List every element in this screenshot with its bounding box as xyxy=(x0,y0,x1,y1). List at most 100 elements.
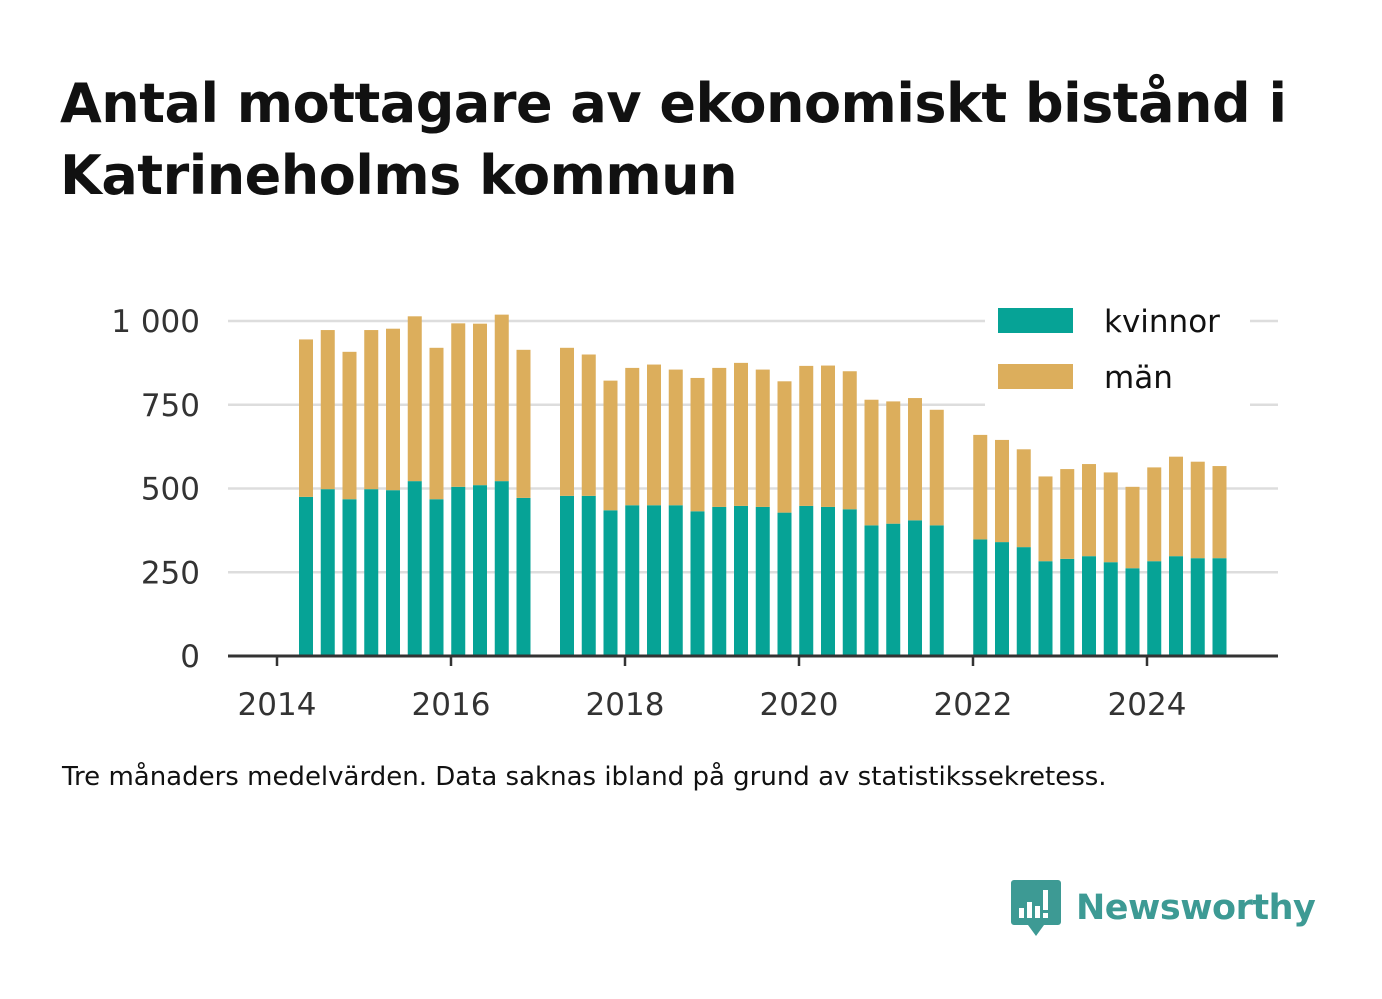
bar-kvinnor xyxy=(995,542,1009,656)
bar-man xyxy=(386,328,400,491)
bar-man xyxy=(1103,472,1118,563)
y-tick-label: 0 xyxy=(180,639,200,675)
bar-man xyxy=(603,380,618,511)
bar-kvinnor xyxy=(625,505,640,656)
bar-man xyxy=(560,347,574,496)
bar-kvinnor xyxy=(1125,568,1140,656)
bar-kvinnor xyxy=(560,495,574,656)
bar-man xyxy=(625,367,640,506)
bar-kvinnor xyxy=(864,525,879,656)
bar-man xyxy=(929,409,944,526)
bar-man xyxy=(1082,464,1096,557)
y-axis-ticks: 0 250 500 750 1 000 xyxy=(111,304,200,675)
x-tick-label: 2020 xyxy=(760,687,839,723)
bar-kvinnor xyxy=(1038,561,1053,656)
y-tick-label: 750 xyxy=(141,388,200,424)
bar-kvinnor xyxy=(1147,561,1162,656)
bar-kvinnor xyxy=(581,495,596,656)
bar-man xyxy=(494,314,509,482)
legend: kvinnor män xyxy=(985,292,1250,406)
y-tick-label: 250 xyxy=(141,555,200,591)
bar-man xyxy=(734,362,748,506)
bar-man xyxy=(320,330,335,490)
legend-label-kvinnor: kvinnor xyxy=(1104,304,1220,340)
bar-kvinnor xyxy=(516,497,531,656)
x-tick-label: 2014 xyxy=(238,687,317,723)
bar-kvinnor xyxy=(908,520,922,656)
bar-man xyxy=(995,439,1009,543)
bar-kvinnor xyxy=(712,506,727,656)
legend-swatch-kvinnor xyxy=(998,308,1073,333)
bar-man xyxy=(451,323,466,487)
bar-man xyxy=(581,354,596,496)
bar-kvinnor xyxy=(690,511,705,656)
bar-kvinnor xyxy=(1016,547,1031,656)
bar-kvinnor xyxy=(929,525,944,656)
y-tick-label: 1 000 xyxy=(111,304,200,340)
x-tick-label: 2022 xyxy=(934,687,1013,723)
bar-kvinnor xyxy=(1169,556,1183,656)
bar-man xyxy=(342,351,357,500)
bar-man xyxy=(647,364,661,506)
chart-title: Antal mottagare av ekonomiskt bistånd i … xyxy=(60,72,1287,207)
bar-kvinnor xyxy=(364,489,379,656)
bar-man xyxy=(1038,476,1053,562)
bars xyxy=(299,314,1227,656)
bar-man xyxy=(755,369,770,507)
bar-man xyxy=(429,347,444,500)
bar-kvinnor xyxy=(320,489,335,656)
bar-man xyxy=(1125,486,1140,569)
bar-kvinnor xyxy=(603,510,618,656)
bar-kvinnor xyxy=(1060,558,1075,656)
bar-kvinnor xyxy=(473,485,487,656)
bar-man xyxy=(668,369,683,506)
footnote: Tre månaders medelvärden. Data saknas ib… xyxy=(62,762,1107,792)
legend-swatch-man xyxy=(998,364,1073,389)
y-tick-label: 500 xyxy=(141,472,200,508)
bar-kvinnor xyxy=(842,509,857,656)
bar-man xyxy=(407,316,422,482)
bar-kvinnor xyxy=(1190,558,1205,656)
bar-kvinnor xyxy=(407,481,422,656)
bar-kvinnor xyxy=(429,499,444,656)
bar-man xyxy=(777,381,792,513)
bar-kvinnor xyxy=(734,505,748,656)
brand-name: Newsworthy xyxy=(1076,888,1316,928)
bar-kvinnor xyxy=(647,505,661,656)
bar-man xyxy=(821,365,835,507)
bar-man xyxy=(1169,456,1183,557)
bar-kvinnor xyxy=(1082,556,1096,656)
bar-man xyxy=(364,330,379,490)
bar-man xyxy=(973,434,988,540)
bar-kvinnor xyxy=(451,486,466,656)
bar-kvinnor xyxy=(821,506,835,656)
bar-man xyxy=(864,399,879,526)
bar-kvinnor xyxy=(1103,562,1118,656)
bar-kvinnor xyxy=(386,490,400,656)
bar-man xyxy=(1060,469,1075,559)
bar-man xyxy=(299,339,313,497)
bar-kvinnor xyxy=(1212,558,1227,656)
newsworthy-logo-icon xyxy=(1011,880,1061,936)
x-tick-label: 2018 xyxy=(586,687,665,723)
bar-kvinnor xyxy=(886,523,901,656)
bar-kvinnor xyxy=(494,481,509,656)
bar-man xyxy=(886,401,901,524)
bar-man xyxy=(690,377,705,512)
bar-kvinnor xyxy=(342,499,357,656)
bar-man xyxy=(516,349,531,498)
legend-label-man: män xyxy=(1104,360,1173,396)
bar-kvinnor xyxy=(299,496,313,656)
x-tick-label: 2016 xyxy=(412,687,491,723)
bar-man xyxy=(1212,466,1227,559)
bar-man xyxy=(1190,461,1205,559)
x-axis-ticks: 2014 2016 2018 2020 2022 2024 xyxy=(238,656,1187,723)
bar-man xyxy=(473,323,487,486)
bar-kvinnor xyxy=(755,506,770,656)
brand[interactable]: Newsworthy xyxy=(1010,878,1316,938)
x-tick-label: 2024 xyxy=(1108,687,1187,723)
bar-man xyxy=(842,371,857,510)
bar-man xyxy=(712,367,727,507)
bar-man xyxy=(1147,467,1162,562)
